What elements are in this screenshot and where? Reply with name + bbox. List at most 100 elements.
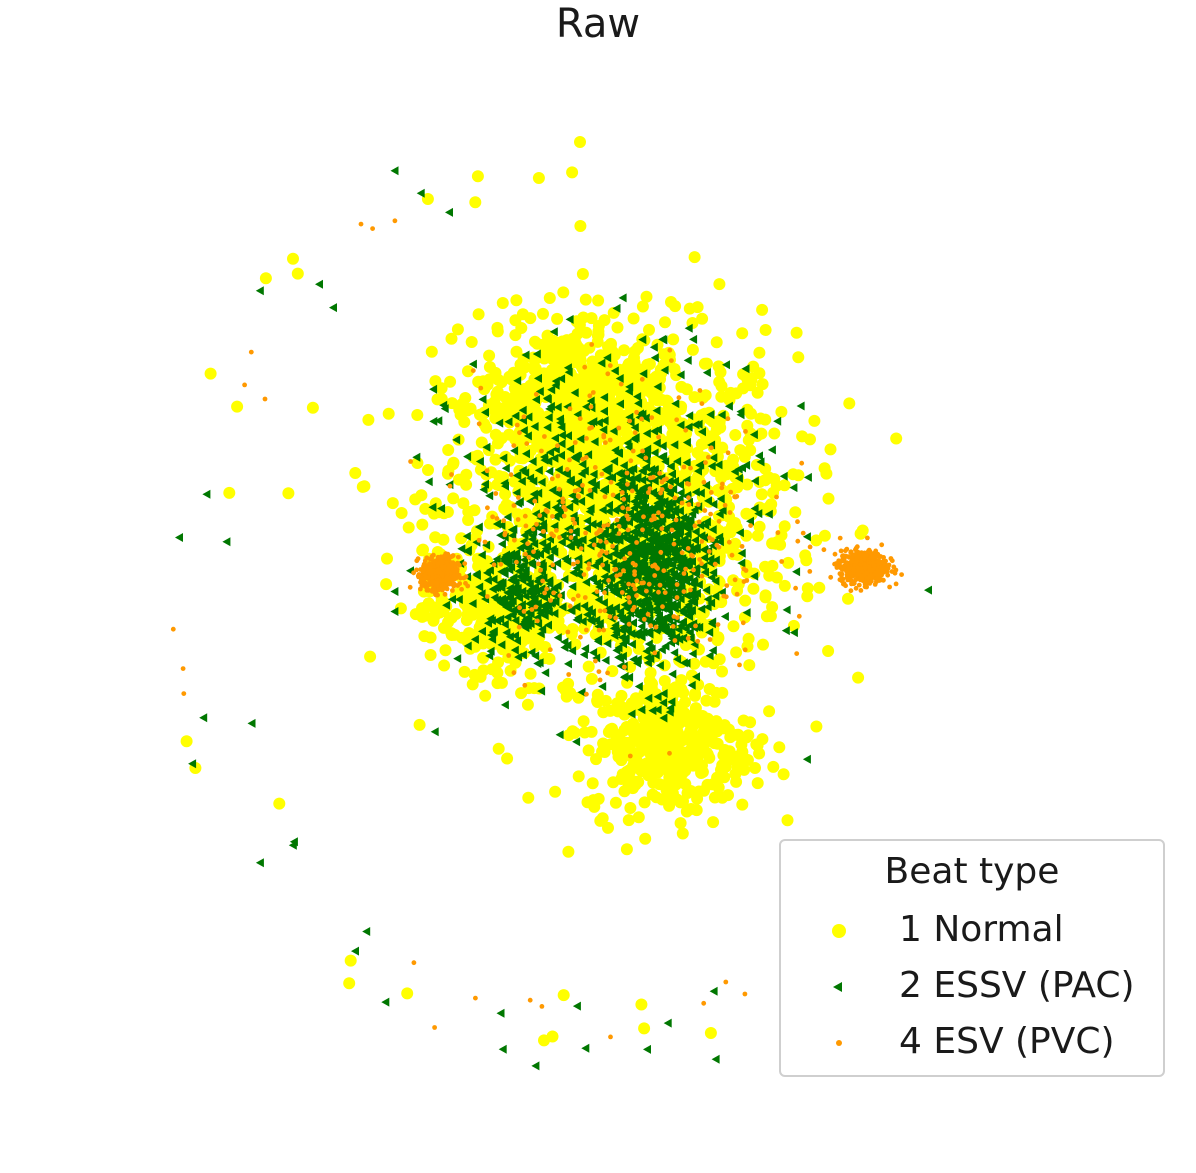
point-series-2 (735, 528, 744, 538)
point-series-2 (509, 573, 518, 582)
point-series-1 (501, 752, 514, 765)
point-series-2 (569, 511, 578, 521)
point-series-2 (605, 530, 614, 540)
point-series-2 (708, 525, 717, 535)
point-series-2 (511, 616, 520, 625)
point-series-2 (548, 485, 557, 495)
point-series-1 (362, 413, 375, 426)
point-series-2 (610, 526, 619, 536)
point-series-3 (706, 549, 712, 554)
point-series-1 (564, 687, 577, 699)
point-series-3 (879, 577, 884, 583)
point-series-2 (665, 707, 674, 717)
point-series-2 (502, 555, 511, 565)
point-series-2 (633, 573, 642, 583)
point-series-1 (635, 998, 648, 1011)
point-series-2 (659, 571, 668, 581)
point-series-2 (523, 431, 532, 441)
point-series-2 (706, 410, 715, 420)
point-series-1 (472, 375, 485, 388)
point-series-2 (669, 484, 678, 494)
point-series-3 (853, 585, 859, 591)
point-series-2 (620, 571, 629, 581)
point-series-2 (497, 539, 506, 549)
point-series-2 (683, 355, 692, 365)
point-series-1 (438, 659, 451, 672)
point-series-2 (671, 507, 680, 517)
point-series-2 (500, 478, 509, 488)
point-series-1 (668, 742, 681, 755)
point-series-1 (615, 391, 628, 404)
point-series-1 (491, 325, 504, 338)
point-series-2 (622, 494, 631, 504)
point-series-2 (690, 544, 699, 554)
point-series-3 (430, 574, 436, 580)
point-series-2 (483, 568, 491, 578)
point-series-2 (543, 423, 552, 432)
point-series-2 (472, 571, 481, 580)
point-series-2 (657, 616, 666, 626)
point-series-2 (633, 472, 642, 482)
point-series-2 (470, 634, 479, 644)
point-series-3 (843, 560, 849, 566)
point-series-1 (490, 388, 503, 401)
point-series-2 (612, 492, 621, 502)
point-series-2 (635, 509, 644, 519)
point-series-2 (546, 447, 555, 457)
point-series-2 (599, 425, 608, 435)
point-series-2 (513, 376, 522, 386)
point-series-2 (652, 406, 661, 416)
point-series-1 (543, 292, 556, 304)
point-series-3 (421, 567, 427, 572)
point-series-2 (736, 407, 745, 417)
point-series-2 (696, 488, 705, 498)
point-series-1 (474, 605, 487, 618)
point-series-2 (540, 592, 549, 602)
point-series-2 (514, 498, 523, 508)
point-series-2 (502, 602, 511, 612)
point-series-2 (705, 651, 714, 661)
point-series-2 (512, 488, 521, 498)
point-series-2 (591, 480, 600, 490)
point-series-1 (594, 398, 607, 411)
point-series-2 (578, 459, 587, 469)
point-series-1 (204, 367, 217, 380)
point-series-3 (646, 581, 652, 587)
point-series-2 (481, 407, 489, 417)
point-series-2 (587, 608, 596, 618)
point-series-2 (722, 360, 730, 370)
point-series-3 (430, 586, 436, 592)
point-series-3 (712, 561, 718, 567)
point-series-1 (659, 316, 671, 329)
point-series-2 (474, 522, 483, 532)
point-series-2 (643, 658, 652, 668)
point-series-2 (590, 437, 599, 447)
point-series-2 (750, 504, 759, 513)
point-series-2 (489, 626, 498, 636)
point-series-3 (839, 558, 845, 564)
point-series-2 (416, 188, 425, 198)
point-series-2 (653, 603, 662, 613)
point-series-2 (510, 446, 519, 456)
point-series-2 (637, 601, 646, 610)
point-series-3 (450, 588, 455, 593)
point-series-2 (497, 583, 506, 593)
point-series-1 (421, 193, 434, 205)
point-series-2 (604, 604, 613, 614)
point-series-3 (848, 550, 854, 555)
point-series-1 (700, 694, 713, 707)
point-series-2 (699, 562, 708, 572)
point-series-1 (820, 467, 833, 480)
point-series-1 (620, 843, 633, 856)
point-series-2 (660, 365, 669, 375)
point-series-3 (856, 582, 862, 588)
point-series-2 (589, 648, 598, 658)
point-series-2 (513, 636, 521, 646)
point-series-2 (676, 370, 685, 380)
point-series-2 (545, 466, 554, 476)
point-series-1 (736, 798, 749, 811)
point-series-1 (532, 412, 545, 425)
point-series-1 (574, 220, 587, 232)
point-series-1 (622, 814, 635, 827)
point-series-3 (893, 581, 899, 587)
